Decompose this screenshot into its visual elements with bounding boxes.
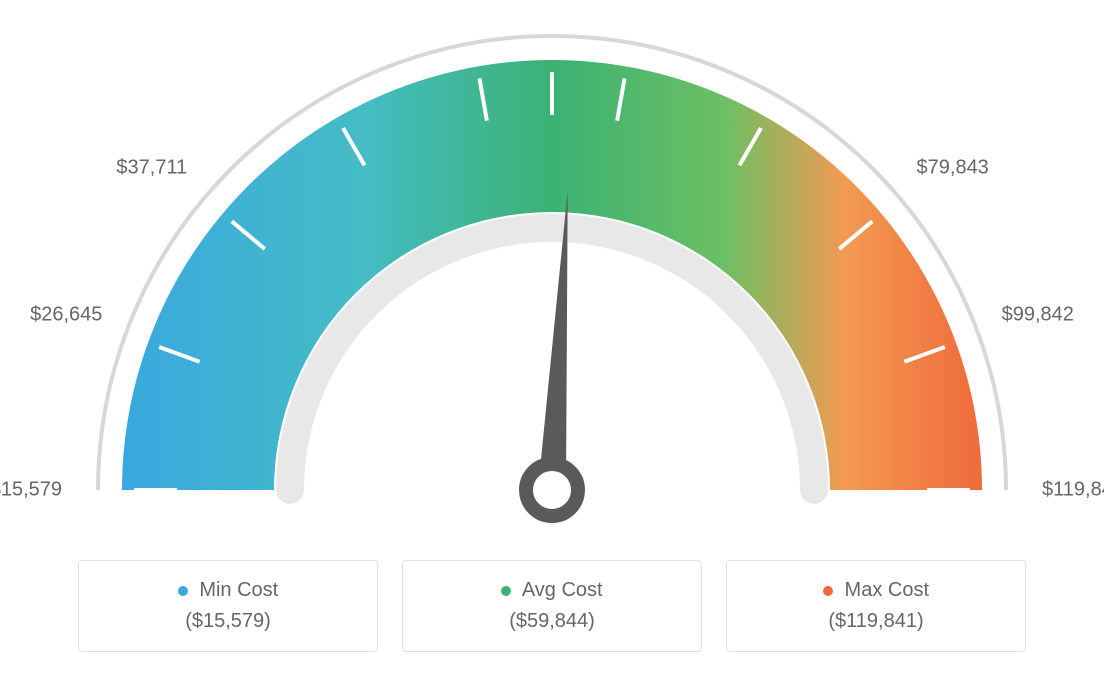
legend-card-avg: Avg Cost ($59,844): [402, 560, 702, 652]
legend-label: Avg Cost: [522, 579, 603, 601]
dot-icon: [501, 586, 511, 596]
gauge-svg: [62, 25, 1042, 565]
gauge-tick-label: $79,843: [917, 157, 989, 180]
legend-label: Max Cost: [845, 579, 929, 601]
legend-card-min: Min Cost ($15,579): [78, 560, 378, 652]
gauge-tick-label: $37,711: [116, 157, 187, 180]
legend-value-min: ($15,579): [79, 610, 377, 633]
legend-title-max: Max Cost: [727, 579, 1025, 602]
legend-title-avg: Avg Cost: [403, 579, 701, 602]
legend-title-min: Min Cost: [79, 579, 377, 602]
legend-label: Min Cost: [199, 579, 278, 601]
gauge-tick-label: $26,645: [30, 304, 102, 327]
gauge-tick-label: $119,841: [1042, 479, 1104, 502]
gauge-tick-label: $15,579: [0, 479, 62, 502]
legend-card-max: Max Cost ($119,841): [726, 560, 1026, 652]
gauge-tick-label: $99,842: [1002, 304, 1074, 327]
gauge-chart: $15,579$26,645$37,711$59,844$79,843$99,8…: [0, 0, 1104, 560]
dot-icon: [178, 586, 188, 596]
legend-value-avg: ($59,844): [403, 610, 701, 633]
dot-icon: [823, 586, 833, 596]
legend-value-max: ($119,841): [727, 610, 1025, 633]
legend-row: Min Cost ($15,579) Avg Cost ($59,844) Ma…: [0, 560, 1104, 652]
